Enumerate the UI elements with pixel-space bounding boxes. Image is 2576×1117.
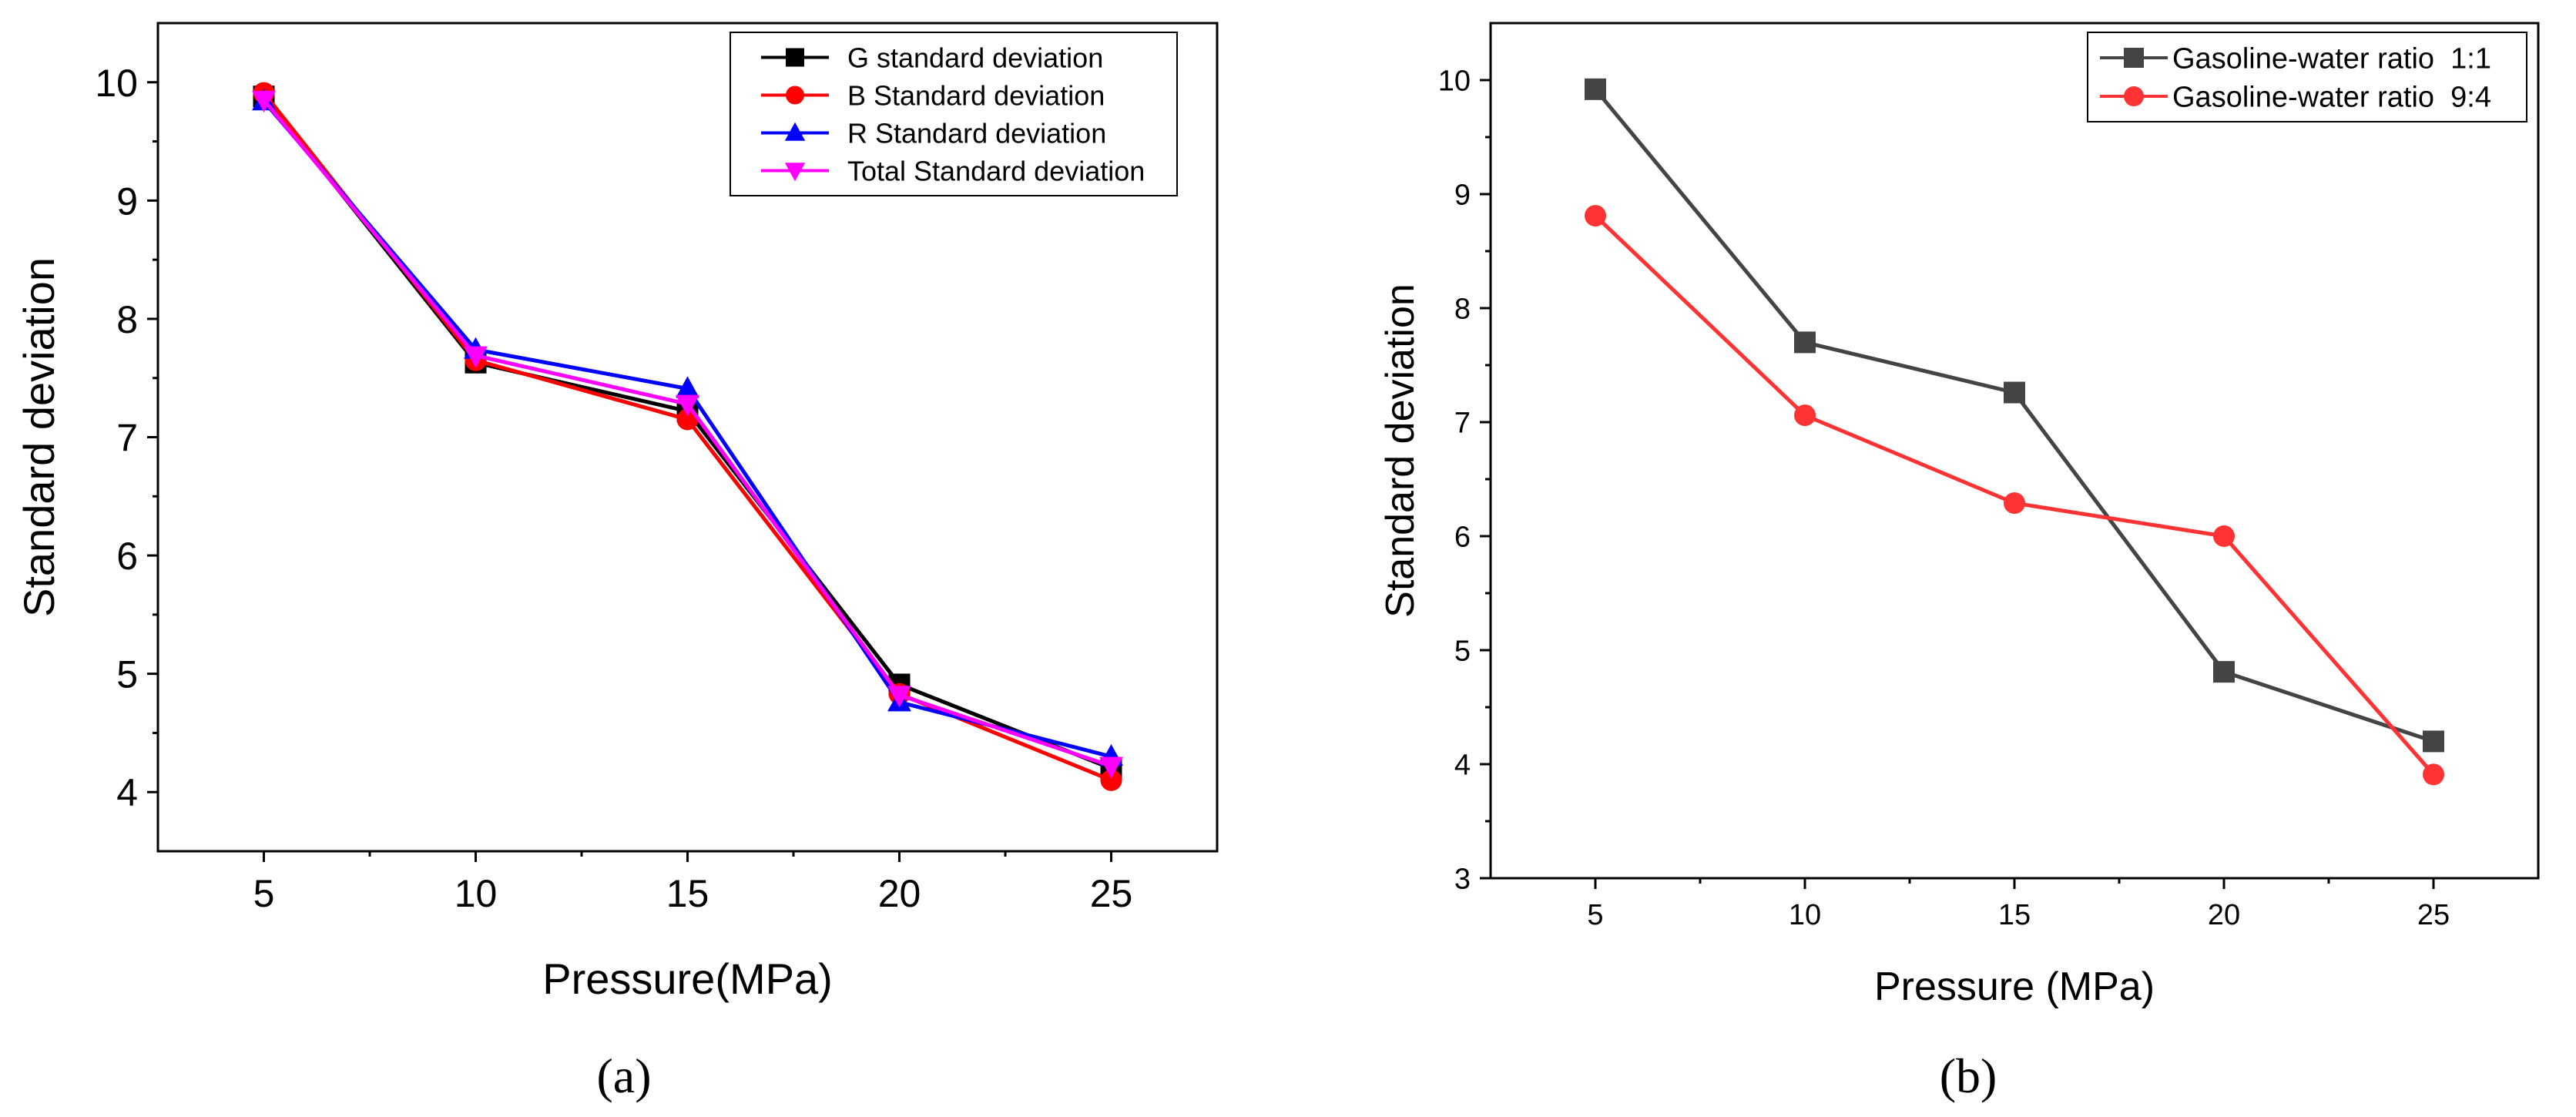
y-tick-label: 10: [95, 62, 138, 105]
y-tick-label: 3: [1454, 864, 1471, 896]
panel-a-chart: 5 10 15 20 25 4 5 6 7 8 9 10 Pressure(MPa) Standard d…: [15, 22, 1219, 1103]
y-tick-label: 8: [1454, 294, 1471, 326]
data-point: [1585, 78, 1606, 100]
legend-marker: [2124, 86, 2144, 106]
y-tick-label: 8: [116, 298, 138, 341]
panel-label: (b): [1940, 1048, 1997, 1103]
series-line: [262, 99, 1112, 768]
y-axis-label: Standard deviation: [1378, 283, 1423, 618]
x-tick-label: 20: [2208, 899, 2240, 931]
y-tick-label: 6: [1454, 522, 1471, 554]
data-point: [1585, 205, 1606, 227]
series-line: [1594, 88, 2434, 743]
y-tick-label: 10: [1438, 65, 1471, 98]
data-point: [252, 90, 276, 112]
series-line: [262, 95, 1112, 770]
y-tick-label: 9: [116, 179, 138, 223]
data-point: [2423, 763, 2444, 786]
legend-label: R Standard deviation: [847, 117, 1106, 149]
data-point: [2004, 381, 2025, 404]
legend-label: B Standard deviation: [847, 79, 1105, 111]
y-tick-label: 7: [1454, 408, 1471, 440]
panel-b-chart: 5 10 15 20 25 3 4 5 6 7 8 9 10 Pressure (MPa) Standard…: [1378, 22, 2540, 1103]
y-tick-label: 5: [116, 653, 138, 696]
data-point: [2423, 730, 2444, 753]
legend-label: Gasoline-water ratio 9:4: [2172, 82, 2491, 114]
y-tick-label: 9: [1454, 179, 1471, 212]
legend-marker: [784, 163, 806, 182]
x-axis-label: Pressure (MPa): [1874, 964, 2155, 1009]
legend-box: [2087, 32, 2527, 122]
x-tick-label: 5: [1587, 899, 1603, 931]
x-tick-label: 25: [1090, 872, 1133, 915]
data-point: [887, 686, 911, 708]
data-point: [1099, 756, 1123, 779]
legend-marker: [2124, 48, 2144, 68]
series-2: [1585, 205, 2444, 786]
data-point: [676, 376, 699, 398]
x-tick-label: 10: [1789, 899, 1821, 931]
data-point: [2213, 661, 2235, 683]
legend-label: Gasoline-water ratio 1:1: [2172, 43, 2491, 75]
series-4: [252, 90, 1123, 779]
legend: Gasoline-water ratio 1:1 Gasoline-water r…: [2087, 32, 2527, 122]
data-point: [676, 394, 699, 417]
x-tick-label: 15: [666, 872, 709, 915]
y-tick-label: 4: [1454, 750, 1471, 782]
legend: G standard deviation B Standard deviation…: [730, 32, 1178, 196]
x-axis-label: Pressure(MPa): [542, 954, 833, 1003]
data-point: [2213, 525, 2235, 547]
data-point: [1794, 331, 1816, 354]
series-1: [1585, 78, 2444, 753]
legend-marker: [784, 122, 806, 141]
legend-box: [730, 32, 1178, 196]
data-point: [1794, 404, 1816, 427]
legend-label: G standard deviation: [847, 42, 1103, 73]
x-tick-label: 20: [878, 872, 921, 915]
y-tick-label: 7: [116, 417, 138, 460]
legend-marker: [786, 86, 804, 105]
panel-label: (a): [596, 1048, 651, 1103]
y-tick-label: 4: [116, 771, 138, 814]
x-tick-label: 5: [253, 872, 275, 915]
legend-label: Total Standard deviation: [847, 155, 1145, 186]
data-point: [1100, 769, 1122, 791]
x-tick-label: 10: [454, 872, 498, 915]
data-point: [2004, 492, 2025, 515]
y-tick-label: 6: [116, 535, 138, 578]
legend-marker: [786, 48, 804, 67]
y-tick-label: 5: [1454, 636, 1471, 668]
x-tick-label: 25: [2417, 899, 2450, 931]
y-axis-label: Standard deviation: [15, 257, 63, 617]
data-point: [464, 346, 488, 368]
x-tick-label: 15: [1998, 899, 2031, 931]
